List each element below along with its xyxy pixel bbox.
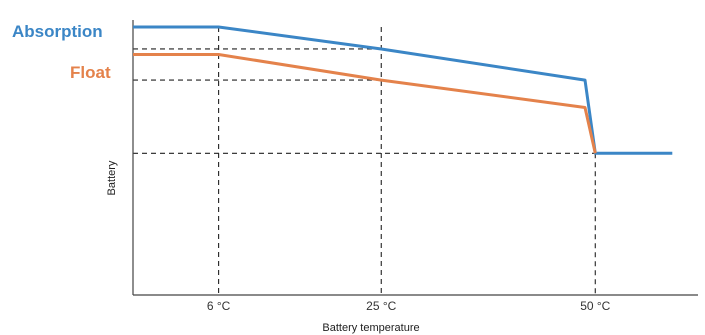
series-layer (133, 25, 673, 155)
reference-lines (133, 27, 596, 295)
x-tick-label: 50 °C (580, 299, 610, 313)
x-axis-title: Battery temperature (322, 322, 419, 334)
x-tick-label: 6 °C (207, 299, 231, 313)
x-tick-labels: 6 °C 25 °C 50 °C (207, 299, 611, 313)
series-label-float: Float (70, 63, 111, 82)
series-label-absorption: Absorption (12, 22, 103, 41)
x-tick-label: 25 °C (366, 299, 396, 313)
series-line-float (133, 53, 597, 154)
y-axis-title: Battery (106, 160, 118, 195)
series-line-absorption (133, 25, 673, 155)
